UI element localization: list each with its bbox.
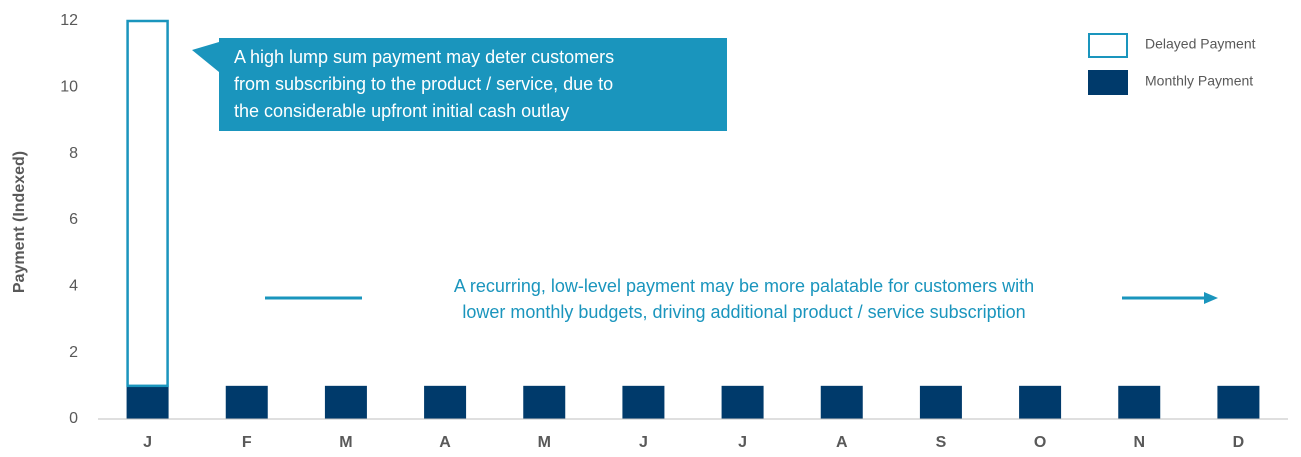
bar bbox=[225, 385, 268, 419]
bar bbox=[126, 19, 169, 388]
x-tick-label: M bbox=[538, 434, 551, 451]
y-tick-label: 10 bbox=[60, 79, 78, 96]
x-tick-label: M bbox=[339, 434, 352, 451]
x-tick-label: D bbox=[1233, 434, 1245, 451]
legend-swatch bbox=[1088, 70, 1128, 95]
y-tick-label: 12 bbox=[60, 12, 78, 29]
arrow-head bbox=[1204, 292, 1218, 304]
x-tick-label: O bbox=[1034, 434, 1046, 451]
legend-label: Monthly Payment bbox=[1145, 73, 1253, 89]
y-tick-label: 6 bbox=[69, 211, 78, 228]
legend-label: Delayed Payment bbox=[1145, 36, 1256, 52]
x-tick-label: F bbox=[242, 434, 252, 451]
bar bbox=[1217, 385, 1260, 419]
bar bbox=[721, 385, 764, 419]
bar bbox=[1118, 385, 1161, 419]
bar bbox=[424, 385, 467, 419]
y-tick-label: 4 bbox=[69, 278, 78, 295]
x-tick-label: S bbox=[936, 434, 947, 451]
bar bbox=[324, 385, 367, 419]
callout-text: from subscribing to the product / servic… bbox=[234, 74, 613, 94]
bar bbox=[126, 385, 169, 419]
bar bbox=[622, 385, 665, 419]
x-tick-label: J bbox=[143, 434, 152, 451]
bar bbox=[820, 385, 863, 419]
callout-pointer bbox=[192, 42, 219, 72]
annotation-text: A recurring, low-level payment may be mo… bbox=[454, 276, 1034, 296]
callout-text: the considerable upfront initial cash ou… bbox=[234, 101, 569, 121]
x-tick-label: A bbox=[439, 434, 451, 451]
callout-box bbox=[219, 38, 727, 131]
annotation-text: lower monthly budgets, driving additiona… bbox=[462, 302, 1025, 322]
x-tick-label: J bbox=[738, 434, 747, 451]
x-tick-label: N bbox=[1133, 434, 1145, 451]
y-axis-label: Payment (Indexed) bbox=[11, 151, 28, 293]
x-tick-label: A bbox=[836, 434, 848, 451]
x-tick-label: J bbox=[639, 434, 648, 451]
bar bbox=[523, 385, 566, 419]
legend-swatch bbox=[1088, 33, 1128, 58]
bar bbox=[919, 385, 962, 419]
callout-text: A high lump sum payment may deter custom… bbox=[234, 47, 614, 67]
y-tick-label: 2 bbox=[69, 344, 78, 361]
y-tick-label: 8 bbox=[69, 145, 78, 162]
y-tick-label: 0 bbox=[69, 410, 78, 427]
bar bbox=[1019, 385, 1062, 419]
